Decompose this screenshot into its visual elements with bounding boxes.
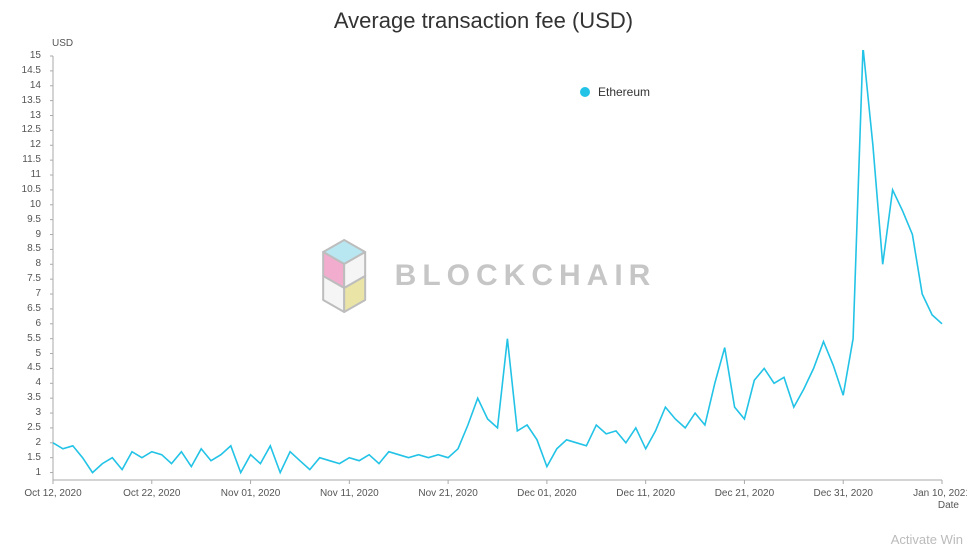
chart-title: Average transaction fee (USD) — [334, 8, 633, 34]
y-tick-label: 6.5 — [13, 303, 41, 314]
y-tick-label: 9.5 — [13, 214, 41, 225]
x-tick-label: Dec 01, 2020 — [517, 488, 577, 499]
y-tick-label: 4 — [13, 377, 41, 388]
y-tick-label: 10.5 — [13, 184, 41, 195]
y-tick-label: 3 — [13, 407, 41, 418]
y-axis-label: USD — [52, 38, 73, 49]
y-tick-label: 14 — [13, 80, 41, 91]
y-tick-label: 1 — [13, 467, 41, 478]
x-tick-label: Oct 22, 2020 — [123, 488, 180, 499]
x-tick-label: Dec 11, 2020 — [616, 488, 675, 499]
activate-windows-text: Activate Win — [891, 532, 963, 547]
y-tick-label: 11.5 — [13, 154, 41, 165]
y-tick-label: 7.5 — [13, 273, 41, 284]
x-tick-label: Nov 01, 2020 — [221, 488, 281, 499]
y-tick-label: 6 — [13, 318, 41, 329]
line-chart — [45, 50, 950, 500]
x-tick-label: Nov 21, 2020 — [418, 488, 478, 499]
x-axis-label: Date — [938, 500, 959, 511]
y-tick-label: 11 — [13, 169, 41, 180]
y-tick-label: 9 — [13, 229, 41, 240]
y-tick-label: 2.5 — [13, 422, 41, 433]
y-tick-label: 1.5 — [13, 452, 41, 463]
y-tick-label: 13.5 — [13, 95, 41, 106]
y-tick-label: 13 — [13, 110, 41, 121]
y-tick-label: 8.5 — [13, 243, 41, 254]
y-tick-label: 12.5 — [13, 124, 41, 135]
y-tick-label: 8 — [13, 258, 41, 269]
y-tick-label: 12 — [13, 139, 41, 150]
x-tick-label: Dec 31, 2020 — [813, 488, 873, 499]
x-tick-label: Oct 12, 2020 — [24, 488, 81, 499]
y-tick-label: 4.5 — [13, 362, 41, 373]
y-tick-label: 7 — [13, 288, 41, 299]
x-tick-label: Nov 11, 2020 — [320, 488, 379, 499]
y-tick-label: 10 — [13, 199, 41, 210]
y-tick-label: 14.5 — [13, 65, 41, 76]
y-tick-label: 3.5 — [13, 392, 41, 403]
y-tick-label: 5.5 — [13, 333, 41, 344]
x-tick-label: Dec 21, 2020 — [715, 488, 775, 499]
y-tick-label: 2 — [13, 437, 41, 448]
y-tick-label: 5 — [13, 348, 41, 359]
y-tick-label: 15 — [13, 50, 41, 61]
x-tick-label: Jan 10, 2021 — [913, 488, 967, 499]
